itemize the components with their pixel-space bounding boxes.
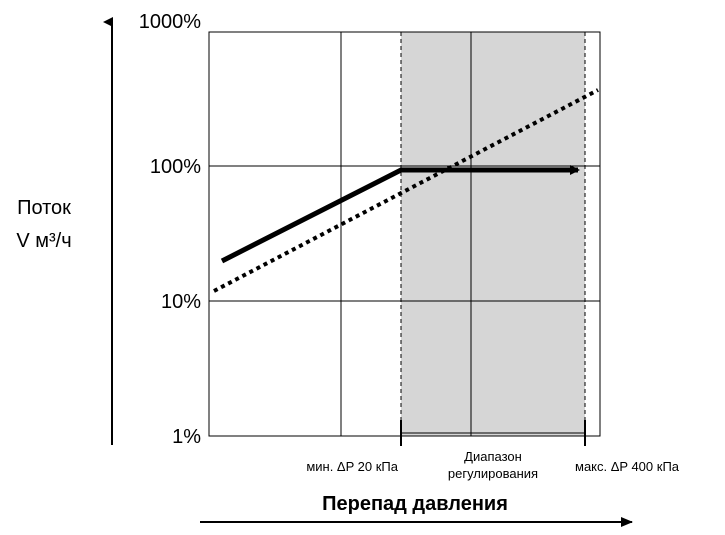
range-label-line1: Диапазон [464,449,522,464]
min-dp-label: мин. ΔP 20 кПа [306,459,398,474]
y-axis-label-line2: V м³/ч [16,230,71,252]
y-tick-label: 10% [161,291,201,313]
y-tick-label: 1000% [139,11,201,33]
y-tick-label: 1% [172,426,201,448]
plot-grid [208,31,601,437]
plot-frame [208,31,601,437]
y-tick-label: 100% [150,156,201,178]
controlled-flow-line [220,165,580,264]
regulating-range-shade [401,32,585,436]
range-label-line2: регулирования [448,466,538,481]
max-dp-label: макс. ΔP 400 кПа [575,459,680,474]
x-axis-label: Перепад давления [322,493,508,515]
y-axis-label-line1: Поток [17,197,71,219]
dotted-flow-line [213,88,599,293]
